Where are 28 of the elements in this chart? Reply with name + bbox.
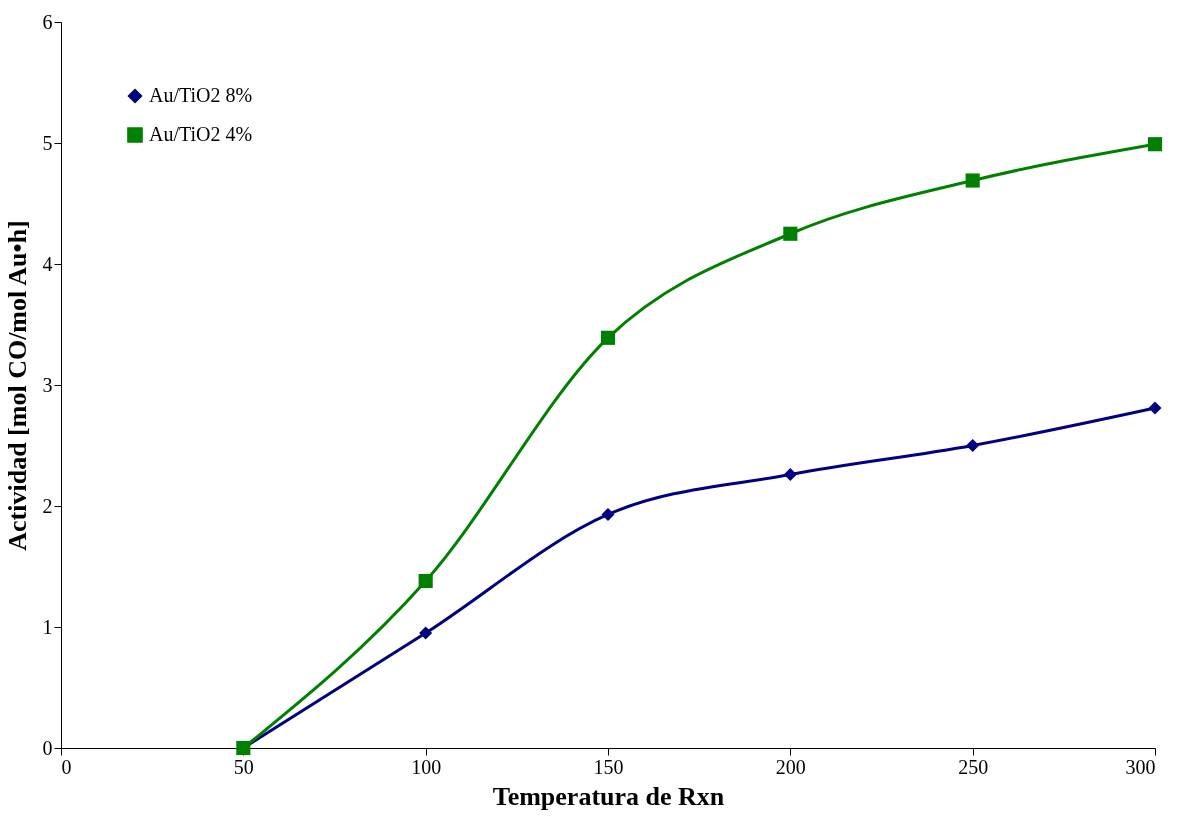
y-axis-title: Actividad [mol CO/mol Au•h]	[2, 220, 32, 551]
y-tick-label: 2	[42, 494, 53, 517]
point	[783, 468, 797, 482]
y-tick-label: 3	[42, 373, 53, 396]
y-tick-label: 5	[42, 131, 53, 154]
point	[966, 438, 980, 453]
point	[600, 330, 616, 345]
legend-label: Au/TiO2 4%	[149, 123, 253, 145]
point	[1148, 401, 1162, 415]
x-tick-label: 250	[958, 755, 989, 778]
point	[419, 626, 433, 640]
x-tick-label: 0	[61, 755, 72, 778]
y-tick-label: 1	[42, 615, 53, 638]
point	[965, 173, 980, 188]
x-tick-label: 50	[233, 755, 254, 778]
x-tick-label: 200	[775, 755, 806, 778]
legend-label: Au/TiO2 8%	[149, 84, 253, 106]
point	[1147, 137, 1163, 152]
x-axis-title: Temperatura de Rxn	[492, 781, 725, 811]
point	[601, 507, 615, 521]
y-tick-label: 0	[42, 736, 53, 759]
point	[783, 226, 798, 241]
x-tick-label: 100	[411, 755, 442, 778]
x-tick-label: 150	[593, 755, 624, 778]
y-tick-label: 6	[42, 10, 53, 33]
y-tick-label: 4	[42, 252, 53, 275]
point	[418, 573, 433, 589]
x-tick-label: 300	[1125, 755, 1156, 778]
